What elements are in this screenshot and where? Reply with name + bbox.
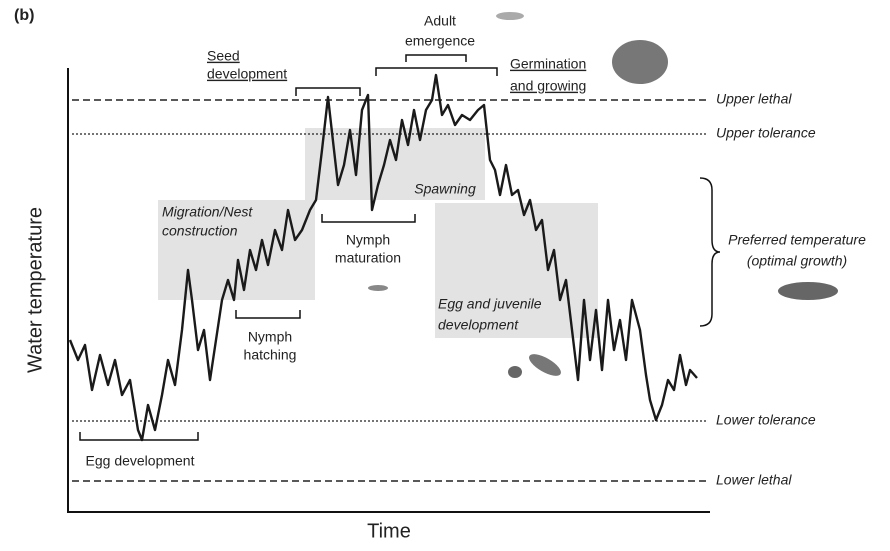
adult-label: Adult	[424, 13, 456, 29]
tree-icon	[612, 40, 668, 84]
egg-icon	[508, 366, 522, 378]
adult-icon	[496, 12, 524, 20]
threshold-label: Lower tolerance	[716, 412, 816, 428]
y-axis-label: Water temperature	[24, 207, 46, 373]
juvenile-icon	[526, 350, 564, 380]
nymph-maturation-label: maturation	[335, 250, 401, 266]
nymph-hatching-bracket	[236, 310, 300, 318]
preferred-label: (optimal growth)	[747, 253, 847, 269]
seed-development-bracket	[296, 88, 360, 96]
fish-icon	[778, 282, 838, 300]
threshold-label: Upper lethal	[716, 91, 792, 107]
nymph-icon	[368, 285, 388, 291]
egg-development-label: Egg development	[86, 453, 195, 469]
seed-label: Seed	[207, 48, 240, 64]
migration-label: construction	[162, 223, 238, 239]
egg-juvenile-label: development	[438, 317, 519, 333]
preferred-brace	[700, 178, 720, 326]
threshold-label: Lower lethal	[716, 472, 792, 488]
spawning-label: Spawning	[414, 181, 476, 197]
nymph-hatching-label: Nymph	[248, 329, 292, 345]
adult-label: emergence	[405, 33, 475, 49]
nymph-hatching-label: hatching	[244, 347, 297, 363]
migration-label: Migration/Nest	[162, 204, 253, 220]
seed-label: development	[207, 66, 287, 82]
germination-label: and growing	[510, 78, 586, 94]
threshold-label: Upper tolerance	[716, 125, 816, 141]
diagram: (b) Water temperature Time Upper lethal …	[0, 0, 890, 546]
panel-label: (b)	[14, 7, 34, 24]
x-axis-label: Time	[367, 520, 411, 542]
nymph-maturation-label: Nymph	[346, 232, 390, 248]
preferred-label: Preferred temperature	[728, 232, 866, 248]
germination-label: Germination	[510, 56, 586, 72]
nymph-maturation-bracket	[322, 214, 415, 222]
egg-juvenile-label: Egg and juvenile	[438, 296, 542, 312]
adult-emergence-sub-bracket	[406, 55, 466, 62]
